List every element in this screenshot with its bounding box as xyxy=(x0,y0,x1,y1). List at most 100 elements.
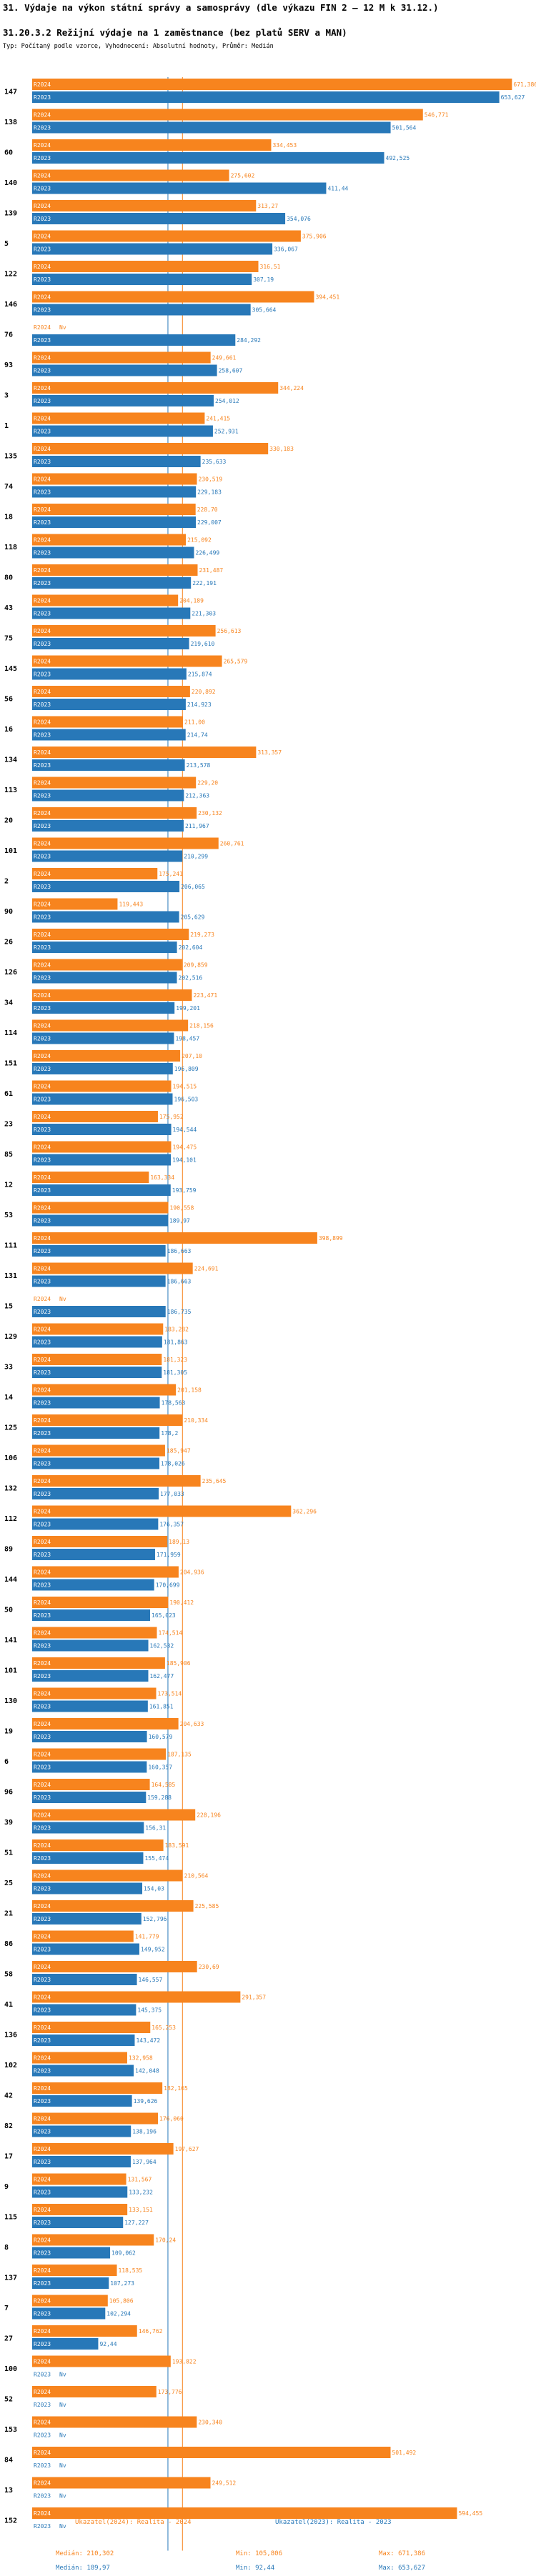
bar-r2024 xyxy=(32,2234,154,2246)
bar-r2023 xyxy=(32,1792,147,1803)
value-label: 183,282 xyxy=(164,1327,189,1333)
group-label: 21 xyxy=(4,1909,13,1917)
value-label: 223,471 xyxy=(193,992,217,999)
group-label: 43 xyxy=(4,604,13,612)
bar-r2023 xyxy=(32,911,179,923)
bar-r2023 xyxy=(32,1002,175,1014)
value-label: 170,699 xyxy=(156,1582,180,1589)
value-label: 161,851 xyxy=(149,1704,174,1710)
value-label: 173,776 xyxy=(158,2389,182,2395)
bar-r2023 xyxy=(32,1245,166,1257)
series-label-inbar: R2024 xyxy=(34,2298,51,2305)
bar-r2023 xyxy=(32,1822,144,1834)
bar-r2024 xyxy=(32,564,198,576)
group-label: 5 xyxy=(4,240,9,248)
series-label-inbar: R2024 xyxy=(34,2359,51,2365)
value-label: 334,453 xyxy=(272,142,297,149)
value-label: 138,196 xyxy=(132,2129,157,2135)
series-label-inbar: R2024 xyxy=(34,2146,51,2152)
series-label-inbar: R2023 xyxy=(34,337,51,344)
value-label: 127,227 xyxy=(124,2220,149,2226)
series-label-inbar: R2024 xyxy=(34,567,51,574)
series-label-inbar: R2024 xyxy=(34,234,51,240)
group-label: 18 xyxy=(4,513,13,521)
value-label: 202,516 xyxy=(179,975,203,982)
value-label: 194,475 xyxy=(172,1144,197,1151)
bar-r2024 xyxy=(32,2325,137,2337)
group-label: 7 xyxy=(4,2305,9,2312)
series-label-inbar: R2024 xyxy=(34,446,51,452)
bar-r2023 xyxy=(32,152,384,164)
bar-r2024 xyxy=(32,1475,201,1487)
series-label-inbar: R2024 xyxy=(34,932,51,938)
bar-r2023 xyxy=(32,395,214,406)
chart-subtitle: 31.20.3.2 Režijní výdaje na 1 zaměstnanc… xyxy=(3,27,347,38)
series-label-inbar: R2024 xyxy=(34,142,51,149)
value-label: Nv xyxy=(59,2402,66,2408)
group-label: 136 xyxy=(4,2031,17,2039)
series-label-inbar: R2024 xyxy=(34,264,51,270)
series-label-inbar: R2024 xyxy=(34,2085,51,2092)
group-label: 89 xyxy=(4,1545,13,1553)
bar-r2024 xyxy=(32,1930,134,1942)
series-label-inbar: R2023 xyxy=(34,975,51,982)
group-label: 146 xyxy=(4,301,17,309)
series-label-inbar: R2024 xyxy=(34,1752,51,1758)
series-label-inbar: R2024 xyxy=(34,2420,51,2426)
bar-r2023 xyxy=(32,1457,160,1469)
series-label-inbar: R2024 xyxy=(34,810,51,817)
series-label-inbar: R2023 xyxy=(34,2068,51,2075)
series-label-inbar: R2023 xyxy=(34,459,51,465)
value-label: 204,189 xyxy=(179,598,204,604)
group-label: 17 xyxy=(4,2152,13,2160)
group-label: 6 xyxy=(4,1758,9,1766)
value-label: 260,761 xyxy=(220,841,244,847)
group-label: 138 xyxy=(4,119,17,126)
series-label: R2023 xyxy=(34,2402,51,2408)
series-label-inbar: R2023 xyxy=(34,1461,51,1467)
series-label-inbar: R2023 xyxy=(34,1612,51,1619)
series-label-inbar: R2023 xyxy=(34,1097,51,1103)
series-label-inbar: R2023 xyxy=(34,1855,51,1862)
series-label-inbar: R2023 xyxy=(34,550,51,556)
group-label: 85 xyxy=(4,1151,13,1159)
series-label-inbar: R2023 xyxy=(34,1794,51,1801)
group-label: 152 xyxy=(4,2517,17,2525)
value-label: 189,97 xyxy=(169,1218,190,1224)
value-label: 204,633 xyxy=(180,1721,204,1727)
bar-r2023 xyxy=(32,1913,142,1924)
legend-2024-max: Max: 671,386 xyxy=(379,2550,426,2557)
value-label: 231,487 xyxy=(199,567,223,574)
bar-r2024 xyxy=(32,1323,164,1335)
bar-r2023 xyxy=(32,1093,173,1105)
bar-r2024 xyxy=(32,1809,196,1821)
group-label: 114 xyxy=(4,1029,17,1037)
legend-2024-min: Min: 105,806 xyxy=(236,2550,283,2557)
group-label: 13 xyxy=(4,2487,13,2495)
series-label-inbar: R2023 xyxy=(34,429,51,435)
group-label: 82 xyxy=(4,2122,13,2130)
value-label: 398,899 xyxy=(319,1235,343,1242)
value-label: 201,158 xyxy=(177,1387,202,1394)
page-title: 31. Výdaje na výkon státní správy a samo… xyxy=(3,2,439,13)
bar-r2024 xyxy=(32,1019,189,1032)
value-label: 142,048 xyxy=(135,2068,159,2075)
bar-r2024 xyxy=(32,716,183,728)
value-label: 344,224 xyxy=(279,385,304,391)
value-label: 316,51 xyxy=(260,264,281,270)
group-label: 130 xyxy=(4,1697,17,1705)
series-label-inbar: R2023 xyxy=(34,125,51,131)
value-label: Nv xyxy=(59,2432,66,2439)
group-label: 2 xyxy=(4,877,9,885)
value-label: 207,10 xyxy=(182,1053,202,1059)
bar-r2024 xyxy=(32,1779,150,1790)
value-label: 211,00 xyxy=(184,719,205,726)
series-label-inbar: R2024 xyxy=(34,628,51,634)
value-label: 185,906 xyxy=(167,1660,191,1667)
value-label: 107,273 xyxy=(110,2280,134,2287)
series-label-inbar: R2024 xyxy=(34,2450,51,2456)
series-label-inbar: R2023 xyxy=(34,186,51,192)
legend-2023-max: Max: 653,627 xyxy=(379,2565,426,2572)
legend-2023-median: Medián: 189,97 xyxy=(56,2565,110,2572)
group-label: 34 xyxy=(4,999,13,1007)
